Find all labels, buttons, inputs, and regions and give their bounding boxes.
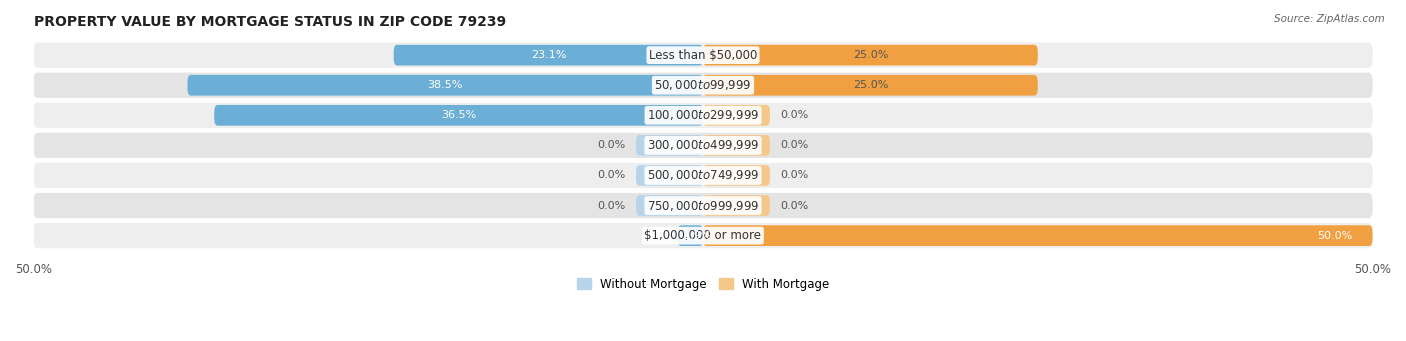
Text: $1,000,000 or more: $1,000,000 or more	[644, 229, 762, 242]
FancyBboxPatch shape	[214, 105, 703, 126]
FancyBboxPatch shape	[703, 225, 1372, 246]
FancyBboxPatch shape	[636, 135, 703, 156]
Text: $750,000 to $999,999: $750,000 to $999,999	[647, 198, 759, 212]
FancyBboxPatch shape	[703, 195, 770, 216]
FancyBboxPatch shape	[34, 103, 1372, 128]
FancyBboxPatch shape	[187, 75, 703, 95]
Legend: Without Mortgage, With Mortgage: Without Mortgage, With Mortgage	[572, 273, 834, 295]
Text: $100,000 to $299,999: $100,000 to $299,999	[647, 108, 759, 122]
Text: 0.0%: 0.0%	[780, 140, 808, 150]
Text: 25.0%: 25.0%	[852, 80, 889, 90]
Text: 0.0%: 0.0%	[780, 110, 808, 120]
Text: $50,000 to $99,999: $50,000 to $99,999	[654, 78, 752, 92]
FancyBboxPatch shape	[34, 223, 1372, 248]
FancyBboxPatch shape	[34, 193, 1372, 218]
Text: 0.0%: 0.0%	[780, 201, 808, 210]
Text: 50.0%: 50.0%	[1317, 231, 1353, 241]
FancyBboxPatch shape	[34, 73, 1372, 98]
FancyBboxPatch shape	[703, 135, 770, 156]
FancyBboxPatch shape	[703, 45, 1038, 65]
Text: PROPERTY VALUE BY MORTGAGE STATUS IN ZIP CODE 79239: PROPERTY VALUE BY MORTGAGE STATUS IN ZIP…	[34, 15, 506, 29]
Text: 0.0%: 0.0%	[780, 170, 808, 180]
FancyBboxPatch shape	[703, 165, 770, 186]
Text: 38.5%: 38.5%	[427, 80, 463, 90]
Text: 0.0%: 0.0%	[598, 170, 626, 180]
FancyBboxPatch shape	[636, 165, 703, 186]
FancyBboxPatch shape	[394, 45, 703, 65]
Text: 0.0%: 0.0%	[598, 140, 626, 150]
FancyBboxPatch shape	[34, 133, 1372, 158]
FancyBboxPatch shape	[34, 43, 1372, 68]
FancyBboxPatch shape	[703, 75, 1038, 95]
Text: 0.0%: 0.0%	[598, 201, 626, 210]
FancyBboxPatch shape	[703, 105, 770, 126]
Text: $300,000 to $499,999: $300,000 to $499,999	[647, 138, 759, 152]
Text: 36.5%: 36.5%	[441, 110, 477, 120]
FancyBboxPatch shape	[678, 225, 703, 246]
FancyBboxPatch shape	[34, 163, 1372, 188]
FancyBboxPatch shape	[636, 195, 703, 216]
Text: Source: ZipAtlas.com: Source: ZipAtlas.com	[1274, 14, 1385, 24]
Text: Less than $50,000: Less than $50,000	[648, 49, 758, 62]
Text: $500,000 to $749,999: $500,000 to $749,999	[647, 168, 759, 182]
Text: 23.1%: 23.1%	[530, 50, 567, 60]
Text: 25.0%: 25.0%	[852, 50, 889, 60]
Text: 1.9%: 1.9%	[685, 231, 713, 241]
